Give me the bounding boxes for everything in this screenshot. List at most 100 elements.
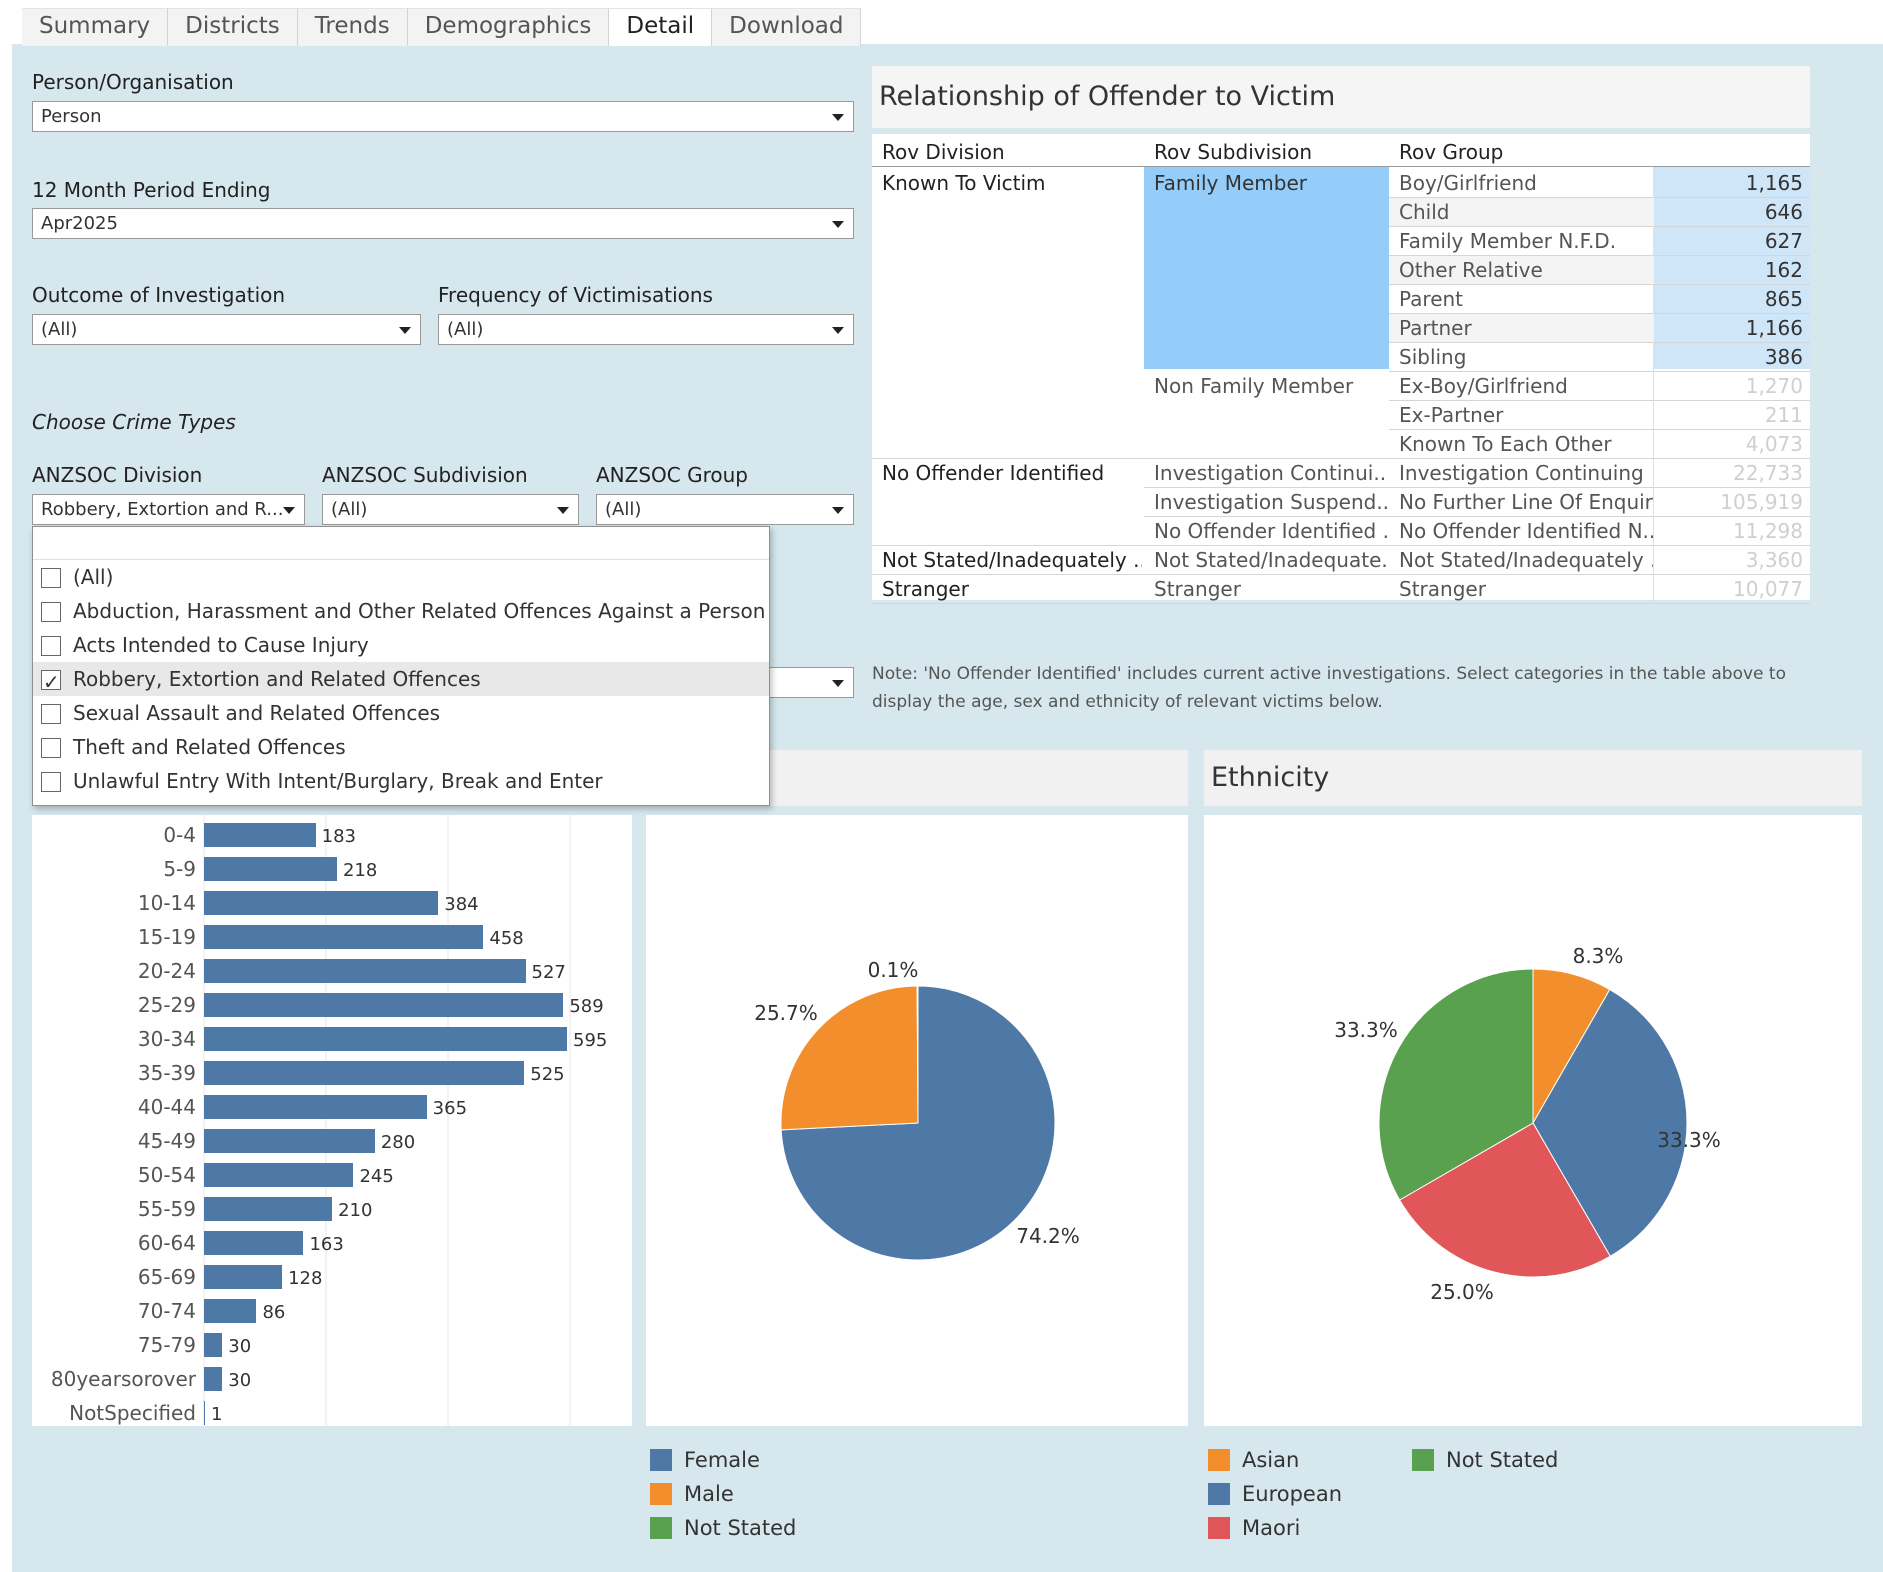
age-bar[interactable]: [204, 1299, 257, 1323]
rov-group-cell[interactable]: Stranger: [1399, 577, 1486, 601]
pie-slice-not-stated[interactable]: [1378, 968, 1534, 1201]
rov-group-cell[interactable]: Parent: [1399, 287, 1464, 311]
subdivision-dropdown[interactable]: (All): [322, 494, 579, 525]
rov-value-cell[interactable]: 1,270: [1745, 374, 1803, 398]
dropdown-option[interactable]: Sexual Assault and Related Offences: [33, 696, 769, 730]
rov-group-cell[interactable]: Other Relative: [1399, 258, 1543, 282]
rov-value-cell[interactable]: 865: [1764, 287, 1803, 311]
legend-maori[interactable]: Maori: [1208, 1515, 1300, 1541]
age-bar[interactable]: [204, 959, 526, 983]
frequency-dropdown[interactable]: (All): [438, 314, 854, 345]
dropdown-option[interactable]: Unlawful Entry With Intent/Burglary, Bre…: [33, 764, 769, 798]
dropdown-search-input[interactable]: [33, 527, 769, 560]
age-bar[interactable]: [204, 1027, 567, 1051]
dropdown-option[interactable]: Abduction, Harassment and Other Related …: [33, 594, 769, 628]
pie-slice-male[interactable]: [780, 985, 919, 1131]
rov-group-cell[interactable]: Child: [1399, 200, 1450, 224]
tab-trends[interactable]: Trends: [297, 8, 408, 46]
checkbox-icon[interactable]: [41, 772, 61, 792]
age-bar[interactable]: [204, 891, 439, 915]
tab-demographics[interactable]: Demographics: [407, 8, 610, 46]
pie-slice-european[interactable]: [1532, 988, 1688, 1257]
rov-group-cell[interactable]: Ex-Partner: [1399, 403, 1504, 427]
age-bar[interactable]: [204, 1401, 205, 1425]
checkbox-icon[interactable]: [41, 636, 61, 656]
rov-value-cell[interactable]: 4,073: [1745, 432, 1803, 456]
age-bar[interactable]: [204, 1129, 375, 1153]
checkbox-icon[interactable]: [41, 568, 61, 588]
legend-not-stated-eth[interactable]: Not Stated: [1412, 1447, 1558, 1473]
obscured-dropdown[interactable]: [760, 667, 854, 698]
age-bar[interactable]: [204, 925, 484, 949]
legend-asian[interactable]: Asian: [1208, 1447, 1299, 1473]
rov-group-cell[interactable]: Sibling: [1399, 345, 1467, 369]
rov-group-cell[interactable]: Partner: [1399, 316, 1472, 340]
age-bar[interactable]: [204, 993, 564, 1017]
dropdown-option[interactable]: Robbery, Extortion and Related Offences: [33, 662, 769, 699]
rov-group-cell[interactable]: Not Stated/Inadequately ..: [1399, 548, 1653, 572]
age-bar[interactable]: [204, 1061, 525, 1085]
rov-value-cell[interactable]: 1,165: [1745, 171, 1803, 195]
division-dropdown[interactable]: Robbery, Extortion and R...: [32, 494, 305, 525]
rov-division-cell[interactable]: Known To Victim: [882, 171, 1046, 195]
rov-value-cell[interactable]: 11,298: [1733, 519, 1803, 543]
rov-subdivision-cell[interactable]: Not Stated/Inadequate..: [1154, 548, 1389, 572]
tab-detail[interactable]: Detail: [609, 8, 713, 46]
age-bar[interactable]: [204, 1197, 333, 1221]
rov-group-cell[interactable]: No Offender Identified N...: [1399, 519, 1653, 543]
age-bar[interactable]: [204, 1333, 223, 1357]
pie-slice-maori[interactable]: [1398, 1122, 1611, 1278]
dropdown-option[interactable]: Theft and Related Offences: [33, 730, 769, 764]
age-bar[interactable]: [204, 1367, 223, 1391]
period-dropdown[interactable]: Apr2025: [32, 208, 854, 239]
rov-value-cell[interactable]: 162: [1764, 258, 1803, 282]
age-bar[interactable]: [204, 823, 316, 847]
rov-subdivision-cell[interactable]: Family Member: [1154, 171, 1307, 195]
legend-european[interactable]: European: [1208, 1481, 1342, 1507]
age-bar[interactable]: [204, 1095, 427, 1119]
rov-division-cell[interactable]: Stranger: [882, 577, 969, 601]
rov-group-cell[interactable]: Family Member N.F.D.: [1399, 229, 1617, 253]
outcome-dropdown[interactable]: (All): [32, 314, 421, 345]
age-bar[interactable]: [204, 1231, 304, 1255]
checkbox-icon[interactable]: [41, 602, 61, 622]
tab-districts[interactable]: Districts: [168, 8, 298, 46]
rov-group-cell[interactable]: Ex-Boy/Girlfriend: [1399, 374, 1568, 398]
legend-not-stated-sex[interactable]: Not Stated: [650, 1515, 796, 1541]
dropdown-option[interactable]: (All): [33, 560, 769, 594]
age-bar[interactable]: [204, 1265, 283, 1289]
rov-subdivision-cell[interactable]: No Offender Identified ..: [1154, 519, 1389, 543]
tab-summary[interactable]: Summary: [22, 8, 169, 46]
rov-group-cell[interactable]: Investigation Continuing: [1399, 461, 1644, 485]
checkbox-icon[interactable]: [41, 738, 61, 758]
tab-download[interactable]: Download: [712, 8, 862, 46]
person-org-dropdown[interactable]: Person: [32, 101, 854, 132]
dropdown-option[interactable]: Acts Intended to Cause Injury: [33, 628, 769, 662]
rov-group-cell[interactable]: Known To Each Other: [1399, 432, 1612, 456]
rov-division-cell[interactable]: Not Stated/Inadequately ..: [882, 548, 1142, 572]
legend-female[interactable]: Female: [650, 1447, 760, 1473]
pie-slice-not-stated[interactable]: [916, 985, 919, 1124]
rov-value-cell[interactable]: 386: [1764, 345, 1803, 369]
rov-value-cell[interactable]: 646: [1764, 200, 1803, 224]
rov-value-cell[interactable]: 211: [1764, 403, 1803, 427]
rov-value-cell[interactable]: 627: [1764, 229, 1803, 253]
age-bar[interactable]: [204, 857, 337, 881]
rov-value-cell[interactable]: 1,166: [1745, 316, 1803, 340]
rov-subdivision-cell[interactable]: Stranger: [1154, 577, 1241, 601]
rov-subdivision-cell[interactable]: Investigation Continui..: [1154, 461, 1387, 485]
rov-value-cell[interactable]: 10,077: [1733, 577, 1803, 601]
legend-male[interactable]: Male: [650, 1481, 734, 1507]
rov-group-cell[interactable]: No Further Line Of Enquiry: [1399, 490, 1653, 514]
rov-value-cell[interactable]: 22,733: [1733, 461, 1803, 485]
rov-group-cell[interactable]: Boy/Girlfriend: [1399, 171, 1537, 195]
rov-value-cell[interactable]: 3,360: [1745, 548, 1803, 572]
age-bar[interactable]: [204, 1163, 354, 1187]
rov-subdivision-cell[interactable]: Investigation Suspend..: [1154, 490, 1389, 514]
rov-value-cell[interactable]: 105,919: [1720, 490, 1803, 514]
rov-division-cell[interactable]: No Offender Identified: [882, 461, 1105, 485]
checkbox-checked-icon[interactable]: [41, 665, 61, 699]
rov-subdivision-cell[interactable]: Non Family Member: [1154, 374, 1354, 398]
checkbox-icon[interactable]: [41, 704, 61, 724]
group-dropdown[interactable]: (All): [596, 494, 854, 525]
